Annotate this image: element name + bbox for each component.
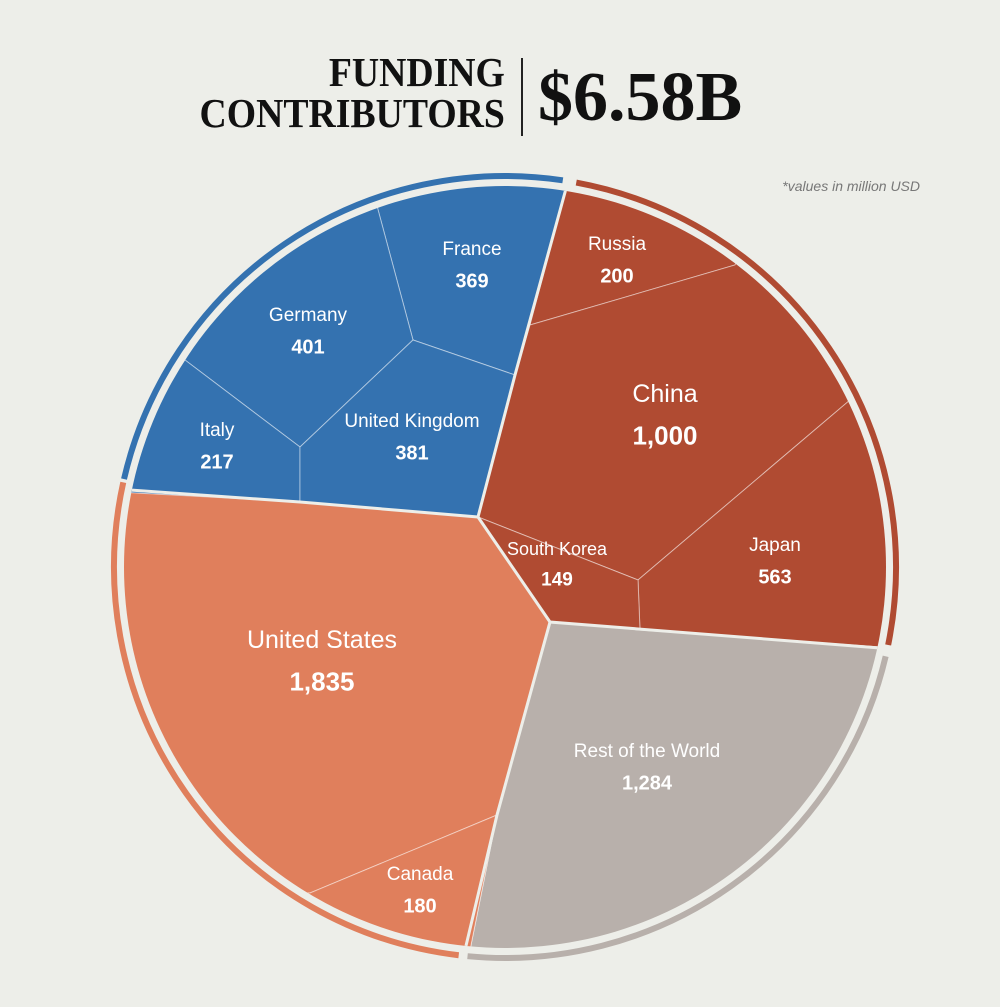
label-france: France bbox=[442, 239, 501, 260]
label-south-korea: South Korea bbox=[507, 539, 608, 559]
group-ring-1 bbox=[575, 179, 899, 646]
title-line-1: FUNDING bbox=[328, 49, 505, 95]
value-united-kingdom: 381 bbox=[395, 442, 428, 464]
label-germany: Germany bbox=[269, 305, 348, 326]
value-china: 1,000 bbox=[632, 421, 697, 451]
value-united-states: 1,835 bbox=[289, 667, 354, 697]
group-separator bbox=[129, 488, 479, 519]
group-ring-3 bbox=[111, 481, 460, 959]
label-united-states: United States bbox=[247, 626, 397, 654]
title-divider bbox=[521, 58, 523, 136]
label-russia: Russia bbox=[588, 234, 647, 255]
title-text: FUNDING CONTRIBUTORS bbox=[200, 52, 505, 134]
value-canada: 180 bbox=[403, 895, 436, 917]
value-rest-of-the-world: 1,284 bbox=[622, 772, 673, 794]
total-value: $6.58B bbox=[538, 59, 743, 136]
label-italy: Italy bbox=[200, 420, 235, 441]
label-canada: Canada bbox=[387, 864, 454, 885]
value-japan: 563 bbox=[758, 566, 791, 588]
group-separator bbox=[476, 186, 569, 518]
value-france: 369 bbox=[455, 270, 488, 292]
label-rest-of-the-world: Rest of the World bbox=[574, 741, 720, 762]
label-china: China bbox=[632, 380, 697, 408]
value-south-korea: 149 bbox=[541, 570, 573, 591]
label-japan: Japan bbox=[749, 535, 801, 556]
value-russia: 200 bbox=[600, 265, 633, 287]
value-italy: 217 bbox=[200, 451, 233, 473]
chart-title: FUNDING CONTRIBUTORS $6.58B bbox=[0, 50, 1000, 140]
label-united-kingdom: United Kingdom bbox=[344, 411, 479, 432]
units-note: *values in million USD bbox=[782, 178, 920, 194]
title-line-2: CONTRIBUTORS bbox=[199, 90, 505, 136]
group-separator bbox=[463, 621, 552, 948]
value-germany: 401 bbox=[291, 336, 324, 358]
group-ring-0 bbox=[121, 173, 564, 480]
group-ring-2 bbox=[467, 655, 889, 961]
